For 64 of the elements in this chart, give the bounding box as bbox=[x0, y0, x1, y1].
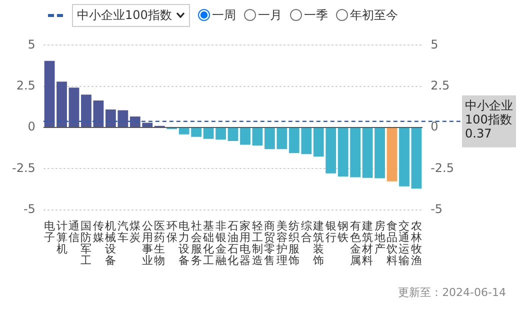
x-tick-label: 美容护理 bbox=[275, 219, 288, 268]
x-tick-label: 医药生物 bbox=[154, 219, 166, 268]
x-tick-label: 轻工制造 bbox=[252, 219, 263, 268]
text: 一周 bbox=[212, 6, 236, 24]
y2-tick-label: 0 bbox=[430, 120, 438, 134]
x-tick-label: 农林牧渔 bbox=[410, 219, 422, 268]
bar bbox=[240, 128, 250, 145]
x-tick-label: 社会服务 bbox=[190, 219, 202, 268]
bar bbox=[203, 128, 214, 139]
legend-title: 中小企业100指数 bbox=[77, 6, 172, 24]
bar bbox=[56, 82, 67, 127]
bar bbox=[362, 128, 373, 178]
y2-tick-label: 5 bbox=[430, 37, 438, 52]
x-tick-label: 电力设备 bbox=[178, 219, 190, 268]
bar bbox=[411, 128, 422, 189]
x-tick-label: 石油石化 bbox=[228, 219, 238, 268]
ref-line-label: 中小企业100指数 0.37 bbox=[465, 98, 513, 141]
x-tick-label: 计算机 bbox=[56, 219, 68, 256]
index-select: 中小企业100指数 bbox=[72, 4, 190, 26]
text: 更新至：2024-06-14 bbox=[398, 285, 506, 300]
bar bbox=[228, 128, 238, 141]
y-tick-label: 5 bbox=[28, 37, 36, 52]
x-tick-label: 国防军工 bbox=[80, 219, 92, 268]
x-tick-label: 交通运输 bbox=[398, 219, 410, 268]
bar bbox=[386, 128, 398, 182]
x-tick-label: 纺织服饰 bbox=[288, 219, 300, 268]
x-tick-label: 食品饮料 bbox=[386, 219, 398, 268]
x-tick-label: 钢铁 bbox=[336, 219, 349, 244]
y-tick-label: 2.5 bbox=[16, 78, 36, 92]
bar bbox=[44, 60, 55, 127]
text: 年初至今 bbox=[350, 6, 398, 24]
x-tick-label: 家用电器 bbox=[240, 219, 251, 268]
y-tick-label: 0 bbox=[28, 120, 36, 134]
y-tick-label: -5 bbox=[23, 202, 36, 216]
y2-tick-label: 2.5 bbox=[430, 78, 450, 92]
x-tick-label: 煤炭 bbox=[130, 219, 141, 244]
bar bbox=[252, 128, 263, 146]
bar bbox=[399, 128, 410, 186]
x-tick-label: 非银金融 bbox=[214, 219, 226, 268]
x-tick-label: 通信 bbox=[68, 219, 80, 244]
x-tick-label: 基础化工 bbox=[202, 219, 214, 268]
x-tick-label: 建筑材料 bbox=[361, 219, 374, 268]
bar bbox=[216, 128, 226, 140]
x-tick-label: 银行 bbox=[324, 219, 336, 244]
text: 一月 bbox=[258, 6, 282, 24]
y-tick-label: -2.5 bbox=[12, 160, 36, 175]
x-tick-label: 综合 bbox=[300, 219, 312, 244]
x-tick-label: 房地产 bbox=[373, 219, 386, 256]
x-tick-label: 机械设备 bbox=[105, 219, 116, 268]
text: 一季 bbox=[304, 6, 328, 24]
bar bbox=[93, 100, 104, 127]
x-tick-label: 电子 bbox=[44, 219, 56, 244]
x-tick-label: 环保 bbox=[166, 219, 178, 244]
x-tick-label: 公用事业 bbox=[142, 219, 153, 268]
x-tick-label: 有色金属 bbox=[350, 219, 361, 268]
y2-tick-label: -2.5 bbox=[430, 160, 454, 175]
x-tick-label: 建筑装饰 bbox=[312, 219, 324, 268]
bar bbox=[374, 128, 385, 178]
bar bbox=[81, 94, 92, 127]
bar bbox=[68, 88, 80, 127]
x-tick-label: 商贸零售 bbox=[264, 219, 276, 268]
x-tick-label: 传媒 bbox=[92, 219, 104, 244]
x-tick-label: 汽车 bbox=[117, 219, 128, 244]
y2-tick-label: -5 bbox=[430, 202, 443, 216]
